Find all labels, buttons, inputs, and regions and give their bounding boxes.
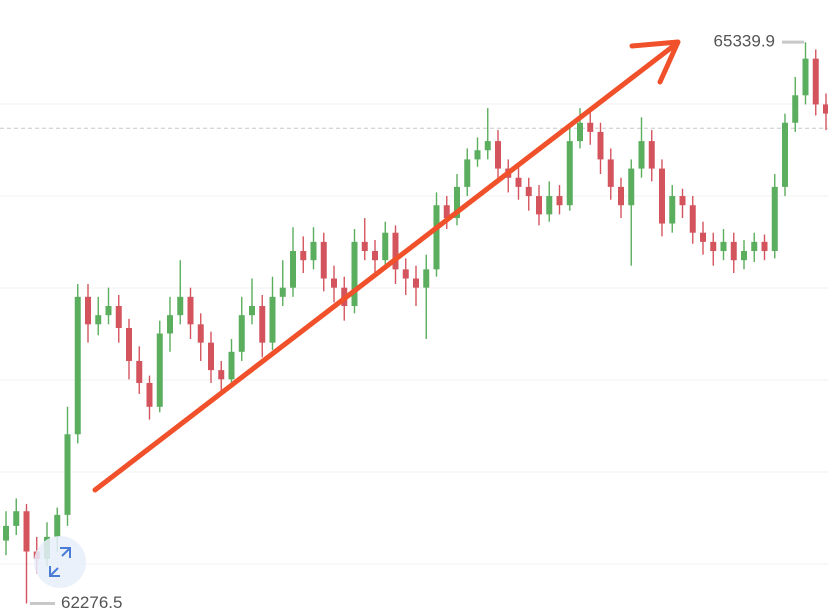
candle-body <box>669 196 676 224</box>
candle-body <box>279 287 286 297</box>
high-marker-label: 65339.9 <box>714 32 775 51</box>
candle-body <box>85 296 91 325</box>
candle-body <box>167 315 173 334</box>
candle-body <box>443 205 450 219</box>
candle-body <box>546 196 553 215</box>
candle-body <box>177 296 184 316</box>
candle-body <box>771 186 778 252</box>
candle-body <box>536 196 542 215</box>
candle-body <box>115 306 122 328</box>
candle-body <box>433 205 440 270</box>
candle-body <box>454 186 460 219</box>
icon-circle[interactable] <box>34 536 86 588</box>
candle-body <box>607 159 614 187</box>
candle-body <box>300 251 307 261</box>
candle-body <box>74 296 81 435</box>
candle-body <box>249 306 255 316</box>
candle-body <box>228 351 235 380</box>
candle-body <box>269 296 276 343</box>
candle-body <box>64 434 71 515</box>
candle-body <box>679 196 686 206</box>
candle-body <box>515 177 522 187</box>
candle-body <box>761 241 768 252</box>
arrow-line <box>92 41 679 493</box>
candle-body <box>464 159 471 187</box>
candle-body <box>802 58 809 96</box>
candle-body <box>556 196 563 206</box>
candle-body <box>689 205 696 233</box>
candle-body <box>290 251 296 288</box>
candle-body <box>710 241 717 252</box>
grid <box>0 103 828 565</box>
reset-icon[interactable] <box>34 536 86 588</box>
candle-body <box>23 511 30 552</box>
candle-body <box>648 141 655 169</box>
candle-body <box>484 141 491 151</box>
candle-body <box>413 278 419 288</box>
candle-body <box>812 58 819 105</box>
candle-body <box>95 315 102 325</box>
candle-body <box>587 122 594 132</box>
candle-body <box>730 241 737 261</box>
candle-body <box>197 324 204 343</box>
candle-body <box>792 95 799 123</box>
candle-body <box>566 141 573 206</box>
candle-body <box>628 168 635 206</box>
candle-body <box>146 382 153 407</box>
candle-body <box>156 333 163 407</box>
arrow-head <box>629 39 681 85</box>
candle-body <box>382 232 389 261</box>
candle-body <box>423 269 430 288</box>
candle-body <box>136 360 143 383</box>
icon-arrows <box>49 547 71 577</box>
candle-body <box>218 370 225 380</box>
candle-body <box>618 186 624 206</box>
candle-body <box>525 186 532 197</box>
candle-body <box>700 232 706 242</box>
candles: 65339.9 62276.5 <box>0 32 828 612</box>
candle-body <box>331 278 337 288</box>
candle-body <box>474 150 481 160</box>
candle-body <box>402 269 409 279</box>
candle-body <box>105 306 112 316</box>
low-marker-label: 62276.5 <box>61 593 122 612</box>
candle-body <box>54 514 61 537</box>
candle-body <box>3 525 9 541</box>
candle-body <box>187 296 194 325</box>
candle-body <box>208 342 214 371</box>
candle-body <box>238 315 245 352</box>
candle-body <box>823 104 828 114</box>
trend-arrow <box>92 39 681 493</box>
candle-body <box>392 232 399 270</box>
candle-body <box>351 241 358 306</box>
candle-body <box>751 241 758 252</box>
candle-body <box>126 327 132 361</box>
candle-body <box>13 511 20 526</box>
candle-body <box>782 122 788 187</box>
candle-body <box>259 306 266 343</box>
candle-body <box>597 131 604 160</box>
candle-body <box>372 251 378 261</box>
candle-body <box>577 122 583 142</box>
candle-body <box>659 168 665 224</box>
candle-body <box>495 141 501 169</box>
candle-body <box>361 241 368 252</box>
candle-body <box>720 241 727 252</box>
candle-body <box>741 251 747 261</box>
candle-body <box>320 241 327 279</box>
candle-body <box>310 241 317 261</box>
candle-body <box>638 141 645 169</box>
